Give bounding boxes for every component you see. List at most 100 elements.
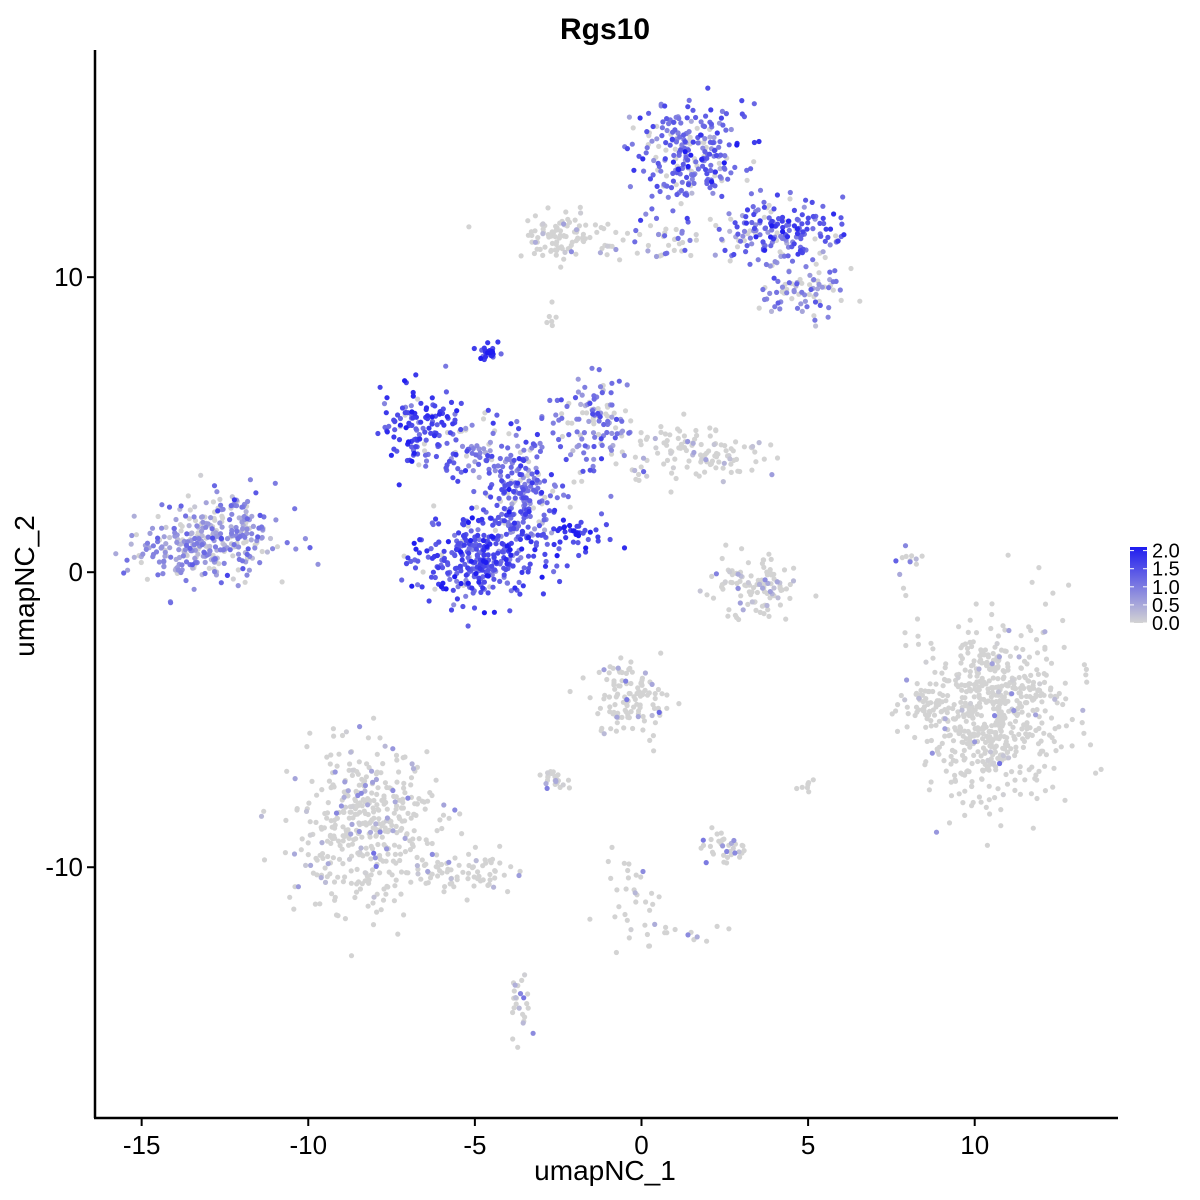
cell-point <box>244 530 250 537</box>
cell-point <box>507 608 513 614</box>
cell-point <box>965 629 971 636</box>
cell-point <box>964 645 971 652</box>
cell-point <box>228 530 235 537</box>
cell-point <box>598 511 605 517</box>
cell-point <box>998 733 1004 739</box>
cell-point <box>241 540 247 546</box>
cell-point <box>722 247 728 253</box>
cell-point <box>293 546 299 552</box>
cell-point <box>161 564 167 570</box>
cell-point <box>236 544 242 550</box>
cell-point <box>682 191 688 197</box>
cell-point <box>978 753 984 759</box>
cell-point <box>567 688 573 695</box>
cell-point <box>682 247 688 253</box>
cell-point <box>997 760 1003 767</box>
cell-point <box>781 253 787 259</box>
cell-point <box>211 483 218 489</box>
cell-point <box>420 569 426 575</box>
cell-point <box>919 553 925 559</box>
cell-point <box>816 270 822 276</box>
cell-point <box>590 430 597 436</box>
cell-point <box>438 861 445 868</box>
cell-point <box>298 847 304 853</box>
cell-point <box>786 269 792 275</box>
cell-point <box>962 788 968 794</box>
cell-point <box>939 740 945 747</box>
cell-point <box>718 152 724 158</box>
cell-point <box>832 268 838 274</box>
cell-point <box>688 152 694 158</box>
cell-point <box>582 384 588 390</box>
cell-point <box>485 453 491 459</box>
cell-point <box>1012 787 1018 794</box>
cell-point <box>497 843 503 849</box>
cell-point <box>783 586 790 592</box>
cell-point <box>370 900 376 906</box>
cell-point <box>1034 650 1041 656</box>
cell-point <box>547 397 553 403</box>
cell-point <box>662 103 668 109</box>
cell-point <box>520 519 526 525</box>
cell-point <box>456 530 462 536</box>
cell-point <box>1018 633 1024 639</box>
cell-point <box>734 614 740 621</box>
cell-point <box>583 456 590 462</box>
cell-point <box>680 161 686 167</box>
cell-point <box>702 149 708 155</box>
cell-point <box>378 907 384 913</box>
cell-point <box>331 817 337 823</box>
cell-point <box>391 434 397 440</box>
cell-point <box>643 899 649 905</box>
cell-point <box>895 702 901 708</box>
cell-point <box>252 545 258 551</box>
cell-point <box>231 542 237 548</box>
cell-point <box>909 553 915 559</box>
cell-point <box>370 922 377 928</box>
cell-point <box>942 665 948 671</box>
cell-point <box>723 111 730 117</box>
cell-point <box>198 472 204 478</box>
cell-point <box>210 499 216 505</box>
cell-point <box>517 471 523 478</box>
cell-point <box>675 435 681 441</box>
cell-point <box>458 400 464 406</box>
cell-point <box>541 478 548 484</box>
cell-point <box>590 463 596 469</box>
cell-point <box>726 926 732 932</box>
cell-point <box>913 561 920 567</box>
cell-point <box>472 844 478 850</box>
cell-point <box>348 749 354 755</box>
cell-point <box>403 425 409 431</box>
cell-point <box>527 561 533 567</box>
cell-point <box>1060 701 1066 708</box>
cell-point <box>768 556 774 563</box>
cell-point <box>282 850 288 856</box>
cell-point <box>357 800 363 806</box>
cell-point <box>371 815 377 821</box>
cell-point <box>489 348 495 355</box>
cell-point <box>794 305 801 311</box>
cell-point <box>930 655 936 661</box>
cell-point <box>396 437 403 443</box>
cell-point <box>902 543 909 549</box>
cell-point <box>176 554 183 561</box>
cell-point <box>539 574 545 580</box>
cell-point <box>428 430 434 436</box>
cell-point <box>569 239 575 245</box>
cell-point <box>448 607 455 613</box>
cell-point <box>662 156 668 162</box>
cell-point <box>219 524 225 530</box>
cell-point <box>711 147 718 154</box>
cell-point <box>711 441 717 448</box>
cell-point <box>819 284 825 290</box>
cell-point <box>495 514 501 521</box>
cell-point <box>1051 765 1057 771</box>
cell-point <box>515 1044 521 1050</box>
cell-point <box>767 589 773 595</box>
cell-point <box>704 171 710 177</box>
cell-point <box>609 430 615 436</box>
cell-point <box>595 431 602 438</box>
cell-point <box>1006 755 1012 761</box>
cell-point <box>322 865 328 871</box>
